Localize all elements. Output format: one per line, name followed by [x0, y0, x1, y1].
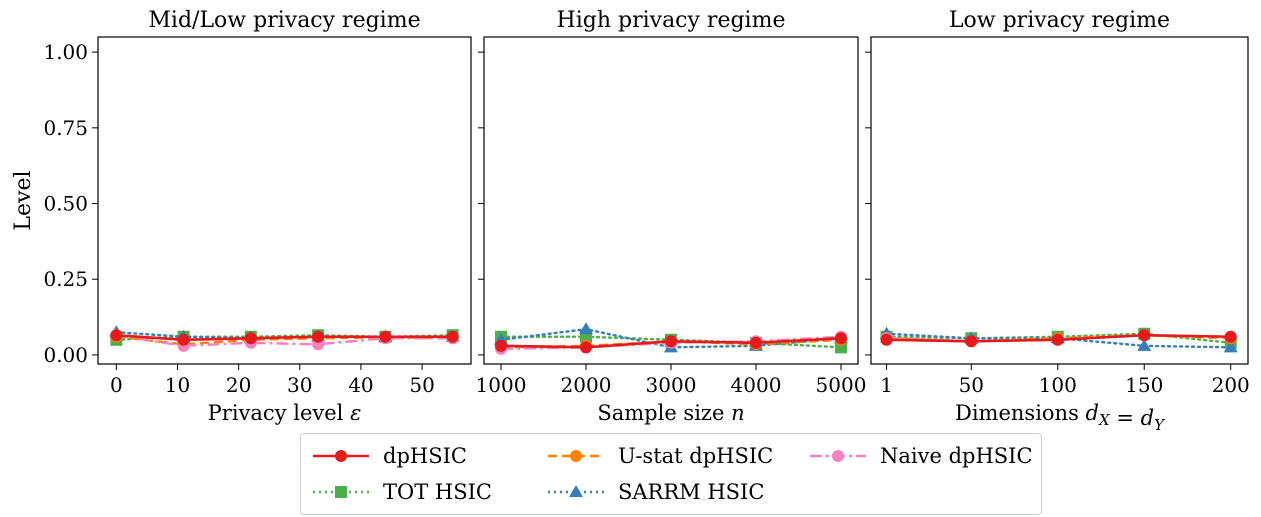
data-point-dphsic — [1051, 333, 1064, 346]
x-tick-label: 40 — [348, 373, 373, 397]
legend-line-dphsic — [313, 450, 369, 462]
legend-marker-u-stat-dphsic — [570, 450, 582, 462]
legend-marker-naive-dphsic — [832, 450, 844, 462]
x-tick-label: 10 — [165, 373, 190, 397]
legend-line-sarrm-hsic — [548, 485, 604, 497]
x-tick-label: 100 — [1039, 373, 1077, 397]
x-tick-label: 200 — [1212, 373, 1250, 397]
legend-item-naive-dphsic: Naive dpHSIC — [808, 442, 1033, 470]
x-tick-label: 150 — [1125, 373, 1163, 397]
data-point-dphsic — [580, 341, 592, 354]
series-dphsic — [495, 332, 847, 354]
legend: dpHSIC U-stat dpHSIC Naive dpHSIC TOT HS… — [300, 433, 1042, 515]
legend-label-ustat-dphsic: U-stat dpHSIC — [618, 444, 774, 468]
series-u-stat-dphsic — [110, 330, 459, 351]
series-line-tot-hsic — [115, 334, 454, 341]
legend-label-dphsic: dpHSIC — [383, 444, 467, 468]
legend-label-tot-hsic: TOT HSIC — [383, 480, 492, 504]
series-dphsic — [880, 329, 1237, 348]
series-naive-dphsic — [110, 329, 459, 352]
series-dphsic — [110, 329, 459, 346]
x-axis-label: Sample size n — [597, 401, 744, 425]
x-tick-label: 1000 — [476, 373, 527, 397]
legend-item-ustat-dphsic: U-stat dpHSIC — [546, 442, 773, 470]
legend-label-naive-dphsic: Naive dpHSIC — [880, 444, 1033, 468]
data-point-dphsic — [495, 339, 507, 352]
legend-marker-tot-hsic — [335, 486, 347, 498]
y-tick-label: 0.75 — [43, 116, 88, 140]
panel-title: Low privacy regime — [949, 8, 1170, 33]
data-point-dphsic — [177, 333, 190, 346]
series-line-dphsic — [116, 333, 453, 342]
data-point-dphsic — [110, 329, 123, 342]
y-tick-label: 0.00 — [43, 343, 88, 367]
legend-line-ustat-dphsic — [548, 450, 604, 462]
y-tick-label: 1.00 — [43, 40, 88, 64]
panel-2: High privacy regime 1000 2000 3000 4000 5000 S… — [476, 8, 867, 425]
legend-line-tot-hsic — [313, 486, 369, 498]
data-point-dphsic — [312, 330, 325, 343]
x-tick-label: 1 — [880, 373, 893, 397]
x-tick-label: 3000 — [646, 373, 697, 397]
x-tick-label: 5000 — [816, 373, 867, 397]
x-tick-label: 2000 — [561, 373, 612, 397]
panel-title: High privacy regime — [557, 8, 786, 33]
plot-frame — [870, 36, 1249, 365]
series-line-sarrm-hsic — [885, 332, 1232, 349]
data-point-sarrm-hsic — [1137, 338, 1152, 351]
legend-item-tot-hsic: TOT HSIC — [311, 478, 492, 506]
panel-1: Mid/Low privacy regime 0 10 20 30 40 50 Privacy… — [11, 8, 472, 425]
legend-label-sarrm-hsic: SARRM HSIC — [618, 480, 765, 504]
x-tick-label: 30 — [287, 373, 312, 397]
x-tick-label: 50 — [959, 373, 984, 397]
data-point-dphsic — [379, 330, 392, 343]
panel-title: Mid/Low privacy regime — [148, 8, 420, 33]
data-point-dphsic — [880, 333, 893, 346]
plot-frame — [97, 36, 472, 365]
y-axis-label: Level — [11, 170, 36, 230]
x-tick-label: 4000 — [731, 373, 782, 397]
data-point-sarrm-hsic — [1223, 340, 1238, 353]
x-tick-label: 20 — [226, 373, 251, 397]
data-point-dphsic — [750, 336, 762, 349]
series-sarrm-hsic — [109, 325, 460, 344]
x-tick-label: 0 — [110, 373, 123, 397]
data-point-dphsic — [835, 332, 847, 345]
y-tick-label: 0.25 — [43, 267, 88, 291]
legend-item-dphsic: dpHSIC — [311, 442, 467, 470]
legend-item-sarrm-hsic: SARRM HSIC — [546, 478, 764, 506]
x-axis-label: Dimensions dX = dY — [955, 401, 1166, 433]
data-point-dphsic — [1224, 330, 1237, 343]
data-point-dphsic — [665, 335, 677, 348]
data-point-dphsic — [1138, 329, 1151, 342]
series-line-sarrm-hsic — [499, 327, 843, 349]
y-tick-label: 0.50 — [43, 192, 88, 216]
legend-marker-dphsic — [335, 450, 347, 462]
plot-frame — [483, 36, 859, 365]
series-line-naive-dphsic — [116, 334, 453, 348]
legend-line-naive-dphsic — [810, 450, 866, 462]
data-point-dphsic — [244, 332, 257, 345]
data-point-dphsic — [965, 335, 978, 348]
data-point-sarrm-hsic — [579, 322, 593, 335]
legend-marker-sarrm-hsic — [569, 485, 583, 497]
x-axis-label: Privacy level ε — [208, 401, 362, 425]
chart-canvas: Mid/Low privacy regime 0 10 20 30 40 50 Privacy… — [11, 8, 1250, 434]
data-point-dphsic — [446, 330, 459, 343]
x-tick-label: 50 — [409, 373, 434, 397]
